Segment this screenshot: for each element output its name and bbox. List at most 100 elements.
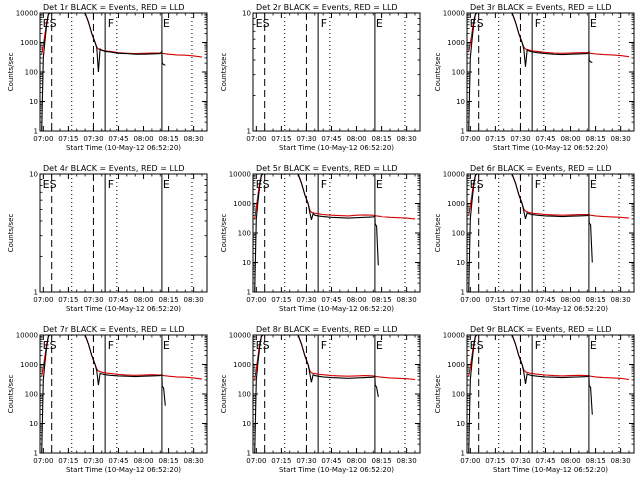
y-tick-label: 10000: [16, 10, 38, 18]
segment-letter: E: [376, 17, 383, 30]
segment-letter: E: [376, 178, 383, 191]
series-line-lld: [254, 174, 416, 220]
x-tick-label: 07:00: [33, 457, 53, 465]
plot-frame: [466, 334, 635, 454]
y-tick-label: 1: [247, 450, 251, 458]
panel-3: Det 3r BLACK = Events, RED = LLD ES F E 1 10 1…: [434, 3, 635, 152]
plot-frame: [252, 173, 421, 293]
y-tick-label: 1000: [447, 361, 465, 369]
x-tick-label: 08:30: [397, 457, 417, 465]
x-tick-label: 08:30: [611, 457, 631, 465]
y-tick-label: 10: [29, 420, 38, 428]
y-tick-label: 1000: [447, 200, 465, 208]
y-tick-label: 10000: [443, 10, 465, 18]
x-tick-label: 07:15: [271, 135, 291, 143]
segment-letter: ES: [470, 339, 484, 352]
panel-title: Det 5r BLACK = Events, RED = LLD: [256, 164, 398, 173]
segment-letter: F: [321, 339, 327, 352]
series-group: [468, 174, 630, 292]
y-tick-label: 10000: [229, 332, 251, 340]
series-line-events: [41, 13, 166, 131]
y-tick-label: 10000: [229, 171, 251, 179]
marker-lines: [264, 335, 406, 453]
y-tick-label: 10: [456, 259, 465, 267]
x-axis-label: Start Time (10-May-12 06:52:20): [493, 305, 608, 313]
segment-letter: ES: [470, 178, 484, 191]
y-tick-label: 10: [242, 420, 251, 428]
x-tick-label: 08:30: [611, 135, 631, 143]
series-line-events: [468, 174, 593, 292]
segment-letter: E: [163, 17, 170, 30]
segment-letter: E: [376, 339, 383, 352]
y-tick-label: 10: [242, 259, 251, 267]
y-tick-label: 1: [34, 289, 38, 297]
x-tick-label: 08:15: [585, 457, 605, 465]
x-axis-label: Start Time (10-May-12 06:52:20): [279, 305, 394, 313]
x-axis-label: Start Time (10-May-12 06:52:20): [66, 305, 181, 313]
panel-title: Det 1r BLACK = Events, RED = LLD: [43, 3, 185, 12]
x-tick-label: 07:00: [246, 135, 266, 143]
x-tick-label: 07:15: [271, 457, 291, 465]
x-tick-label: 07:30: [83, 135, 103, 143]
x-tick-label: 08:00: [346, 296, 366, 304]
series-group: [254, 335, 416, 453]
x-tick-label: 07:30: [296, 296, 316, 304]
x-tick-label: 08:00: [133, 135, 153, 143]
x-tick-label: 07:30: [510, 135, 530, 143]
plot-frame: [252, 12, 421, 132]
x-tick-label: 07:15: [271, 296, 291, 304]
x-tick-label: 07:00: [460, 457, 480, 465]
x-tick-label: 07:45: [321, 135, 341, 143]
series-line-events: [41, 335, 166, 453]
y-tick-label: 1000: [233, 200, 251, 208]
x-tick-label: 08:30: [184, 296, 204, 304]
x-axis-label: Start Time (10-May-12 06:52:20): [66, 466, 181, 474]
x-tick-label: 08:30: [611, 296, 631, 304]
series-group: [41, 335, 203, 453]
x-tick-label: 07:30: [83, 296, 103, 304]
plot-frame: [39, 173, 208, 293]
x-tick-label: 08:15: [158, 135, 178, 143]
x-tick-label: 08:30: [184, 135, 204, 143]
y-axis-label: Counts/sec: [434, 375, 442, 414]
x-axis-label: Start Time (10-May-12 06:52:20): [279, 466, 394, 474]
x-tick-label: 08:00: [560, 457, 580, 465]
x-tick-label: 07:15: [485, 457, 505, 465]
plot-frame: [466, 12, 635, 132]
series-line-lld: [41, 335, 203, 380]
x-tick-label: 07:15: [58, 135, 78, 143]
x-tick-label: 07:45: [321, 457, 341, 465]
segment-letter: ES: [256, 17, 270, 30]
y-tick-label: 1: [461, 128, 465, 136]
y-tick-label: 1: [461, 450, 465, 458]
y-tick-label: 100: [452, 391, 465, 399]
y-tick-label: 10: [456, 420, 465, 428]
x-tick-label: 07:45: [108, 135, 128, 143]
panel-2: Det 2r BLACK = Events, RED = LLD ES F E 1 10 0…: [220, 3, 421, 152]
y-tick-label: 1000: [20, 39, 38, 47]
series-line-lld: [41, 13, 203, 58]
x-tick-label: 08:00: [346, 457, 366, 465]
y-tick-label: 1: [34, 128, 38, 136]
x-tick-label: 08:15: [158, 457, 178, 465]
panel-8: Det 8r BLACK = Events, RED = LLD ES F E 1 10 1…: [220, 325, 421, 474]
x-tick-label: 08:30: [397, 135, 417, 143]
x-tick-label: 07:15: [58, 457, 78, 465]
panel-title: Det 3r BLACK = Events, RED = LLD: [470, 3, 612, 12]
segment-letter: E: [590, 17, 597, 30]
x-tick-label: 07:30: [83, 457, 103, 465]
segment-letter: ES: [43, 17, 57, 30]
y-axis-label: Counts/sec: [7, 53, 15, 92]
y-tick-label: 100: [25, 69, 38, 77]
series-line-lld: [468, 335, 630, 381]
plot-frame: [252, 334, 421, 454]
series-line-lld: [254, 335, 416, 381]
y-tick-label: 100: [238, 391, 251, 399]
y-tick-label: 1000: [20, 361, 38, 369]
y-axis-label: Counts/sec: [220, 375, 228, 414]
segment-letter: F: [535, 339, 541, 352]
series-group: [41, 13, 203, 131]
segment-letter: F: [321, 17, 327, 30]
y-tick-label: 1: [461, 289, 465, 297]
x-tick-label: 07:30: [296, 135, 316, 143]
